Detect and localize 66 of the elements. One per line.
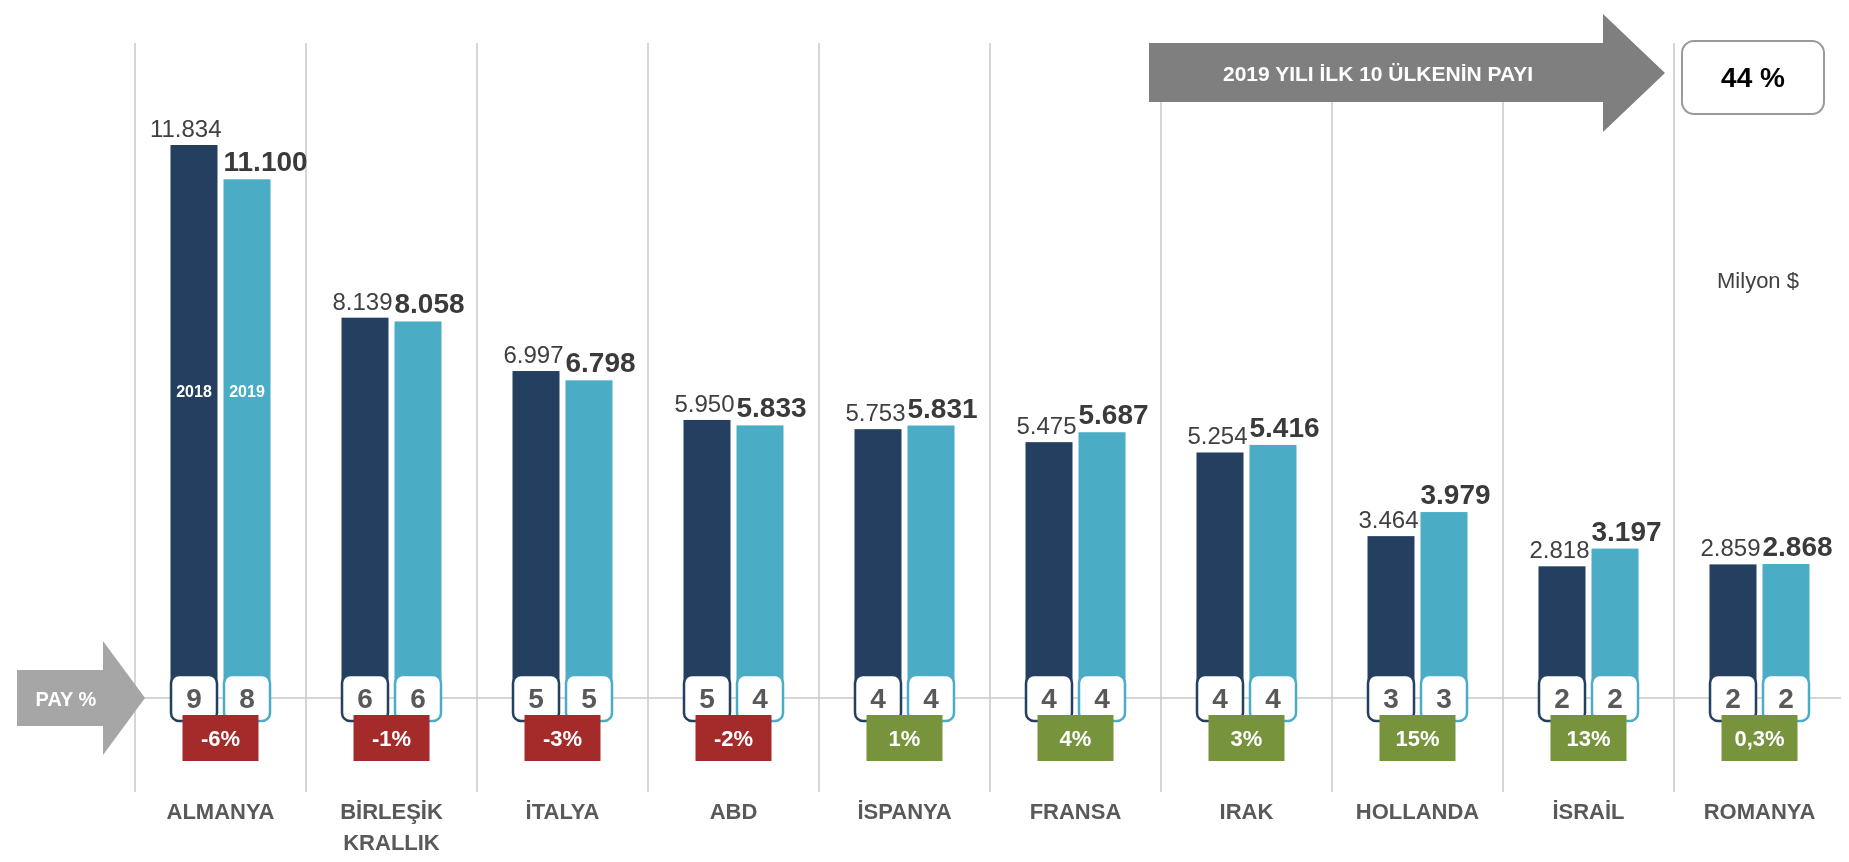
- annotation: 2: [1607, 683, 1623, 714]
- annotation: 9: [186, 683, 202, 714]
- x-tick-label: İSPANYA: [857, 799, 952, 824]
- x-tick-label: ALMANYA: [166, 799, 275, 824]
- text: 44 %: [1721, 62, 1786, 93]
- text: 4%: [1059, 726, 1092, 751]
- x-tick-label: İSRAİL: [1552, 799, 1625, 824]
- data-label: 6.798: [565, 347, 636, 379]
- data-label: 3.979: [1420, 479, 1491, 511]
- x-tick-label: IRAK: [1219, 799, 1274, 824]
- data-label: 5.687: [1078, 399, 1149, 431]
- annotation: 3: [1436, 683, 1452, 714]
- annotation: 2: [1778, 683, 1794, 714]
- data-label: 5.416: [1249, 411, 1320, 443]
- data-label: 2.868: [1762, 530, 1833, 562]
- annotation: 8: [239, 683, 255, 714]
- data-label: 2.859: [1700, 534, 1761, 562]
- annotation: 4: [870, 683, 887, 714]
- text: -3%: [542, 726, 583, 751]
- data-label: 3.197: [1591, 515, 1662, 547]
- data-label: 5.950: [674, 389, 735, 417]
- data-label: 8.058: [394, 288, 465, 320]
- annotation: 4: [1041, 683, 1058, 714]
- text: PAY %: [35, 688, 97, 710]
- text: -1%: [371, 726, 412, 751]
- text: 2019 YILI İLK 10 ÜLKENİN PAYI: [1222, 62, 1534, 85]
- text: -2%: [713, 726, 754, 751]
- annotation: 5: [699, 683, 715, 714]
- annotation: Milyon $: [1717, 268, 1799, 293]
- text: 3%: [1230, 726, 1263, 751]
- annotation: 6: [357, 683, 373, 714]
- annotation: 5: [581, 683, 597, 714]
- x-tick-label: İTALYA: [525, 799, 600, 824]
- data-label: 5.831: [907, 392, 978, 424]
- data-label: 2.818: [1529, 536, 1590, 564]
- x-tick-label: ABD: [709, 799, 758, 824]
- annotation: 6: [410, 683, 426, 714]
- annotation: 4: [752, 683, 769, 714]
- data-label: 8.139: [332, 287, 393, 315]
- text: 15%: [1395, 726, 1440, 751]
- series-label: 2018: [176, 383, 212, 400]
- annotation: 4: [923, 683, 940, 714]
- data-label: 5.833: [736, 392, 807, 424]
- text: 13%: [1566, 726, 1611, 751]
- annotation: 4: [1094, 683, 1111, 714]
- data-label: 11.834: [149, 115, 222, 142]
- x-tick-label: FRANSA: [1029, 799, 1122, 824]
- data-label: 5.475: [1016, 412, 1077, 440]
- text: 1%: [888, 726, 921, 751]
- annotation: 3: [1383, 683, 1399, 714]
- annotation: 4: [1212, 683, 1229, 714]
- text: 0,3%: [1734, 726, 1785, 751]
- x-tick-label: HOLLANDA: [1355, 799, 1480, 824]
- series-label: 2019: [229, 383, 265, 400]
- data-label: 6.997: [503, 341, 564, 369]
- data-label: 5.753: [845, 399, 906, 427]
- data-label: 3.464: [1358, 506, 1419, 534]
- annotation: 2: [1554, 683, 1570, 714]
- x-tick-label: ROMANYA: [1703, 799, 1816, 824]
- annotation: 4: [1265, 683, 1282, 714]
- text: -6%: [200, 726, 241, 751]
- annotation: 2: [1725, 683, 1741, 714]
- data-label: 5.254: [1187, 422, 1248, 450]
- annotation: 5: [528, 683, 544, 714]
- data-label: 11.100: [223, 146, 308, 178]
- x-tick-label: BİRLEŞİK KRALLIK: [340, 799, 443, 855]
